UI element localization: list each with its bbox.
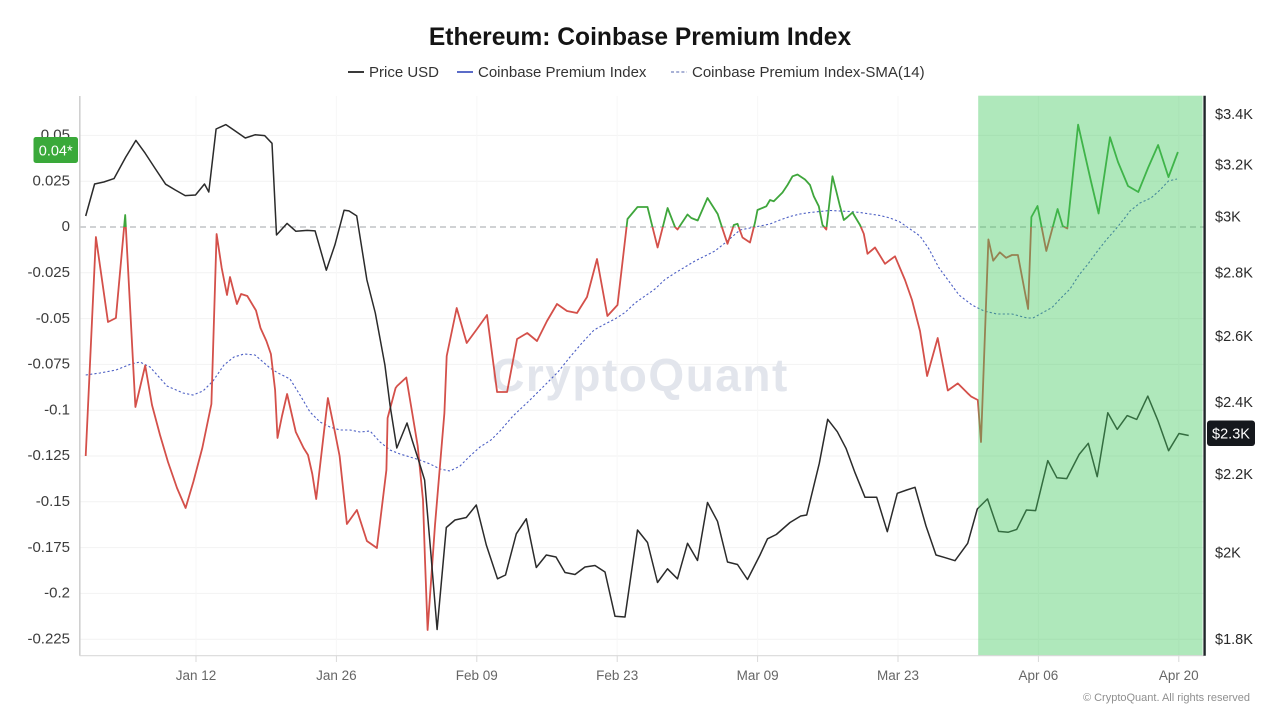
svg-text:-0.175: -0.175 bbox=[27, 539, 70, 556]
svg-text:-0.125: -0.125 bbox=[27, 447, 70, 464]
svg-text:Coinbase Premium Index: Coinbase Premium Index bbox=[478, 64, 647, 81]
svg-text:$2K: $2K bbox=[1215, 546, 1241, 562]
svg-text:Jan 26: Jan 26 bbox=[316, 668, 357, 683]
svg-text:Ethereum: Coinbase Premium Ind: Ethereum: Coinbase Premium Index bbox=[429, 24, 852, 51]
svg-text:0.04*: 0.04* bbox=[39, 144, 73, 160]
svg-text:$3K: $3K bbox=[1215, 210, 1241, 226]
svg-text:$3.2K: $3.2K bbox=[1215, 157, 1253, 173]
svg-text:-0.05: -0.05 bbox=[36, 310, 70, 327]
svg-text:$1.8K: $1.8K bbox=[1215, 632, 1253, 648]
svg-text:$2.6K: $2.6K bbox=[1215, 329, 1253, 345]
svg-text:-0.1: -0.1 bbox=[44, 401, 70, 418]
svg-text:Feb 23: Feb 23 bbox=[596, 668, 638, 683]
svg-text:$2.8K: $2.8K bbox=[1215, 266, 1253, 282]
svg-text:Apr 20: Apr 20 bbox=[1159, 668, 1199, 683]
svg-text:Apr 06: Apr 06 bbox=[1019, 668, 1059, 683]
svg-text:CryptoQuant: CryptoQuant bbox=[491, 349, 789, 401]
svg-text:Feb 09: Feb 09 bbox=[456, 668, 498, 683]
svg-text:© CryptoQuant. All rights rese: © CryptoQuant. All rights reserved bbox=[1083, 692, 1250, 704]
svg-text:$2.2K: $2.2K bbox=[1215, 467, 1253, 483]
svg-text:-0.225: -0.225 bbox=[27, 630, 70, 647]
svg-text:$2.3K: $2.3K bbox=[1212, 427, 1250, 443]
svg-text:Mar 09: Mar 09 bbox=[737, 668, 779, 683]
svg-text:0.025: 0.025 bbox=[32, 172, 70, 189]
svg-text:$3.4K: $3.4K bbox=[1215, 107, 1253, 123]
svg-text:-0.025: -0.025 bbox=[27, 264, 70, 281]
svg-text:-0.15: -0.15 bbox=[36, 493, 70, 510]
svg-text:Coinbase Premium Index-SMA(14): Coinbase Premium Index-SMA(14) bbox=[692, 64, 925, 81]
svg-text:Jan 12: Jan 12 bbox=[176, 668, 217, 683]
svg-text:$2.4K: $2.4K bbox=[1215, 395, 1253, 411]
svg-text:-0.2: -0.2 bbox=[44, 585, 70, 602]
svg-text:0: 0 bbox=[62, 218, 70, 235]
svg-text:Price USD: Price USD bbox=[369, 64, 439, 81]
svg-text:Mar 23: Mar 23 bbox=[877, 668, 919, 683]
svg-text:-0.075: -0.075 bbox=[27, 356, 70, 373]
